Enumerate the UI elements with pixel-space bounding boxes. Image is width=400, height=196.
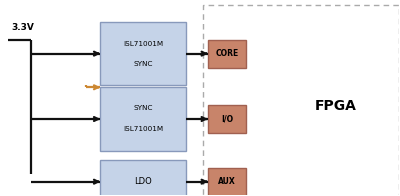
Text: FPGA: FPGA [315, 99, 357, 113]
Text: AUX: AUX [218, 177, 236, 186]
Text: I/O: I/O [221, 114, 233, 123]
Text: ISL71001M: ISL71001M [123, 126, 163, 132]
Bar [100, 87, 186, 151]
Bar [203, 5, 398, 196]
Bar [100, 22, 186, 85]
Text: CORE: CORE [215, 49, 238, 58]
Bar [208, 168, 246, 196]
Text: SYNC: SYNC [134, 61, 153, 67]
Bar [208, 40, 246, 68]
Text: LDO: LDO [134, 177, 152, 186]
Text: ISL71001M: ISL71001M [123, 41, 163, 47]
Bar [208, 105, 246, 133]
Bar [100, 160, 186, 196]
Text: 3.3V: 3.3V [12, 23, 35, 32]
Text: SYNC: SYNC [134, 105, 153, 111]
